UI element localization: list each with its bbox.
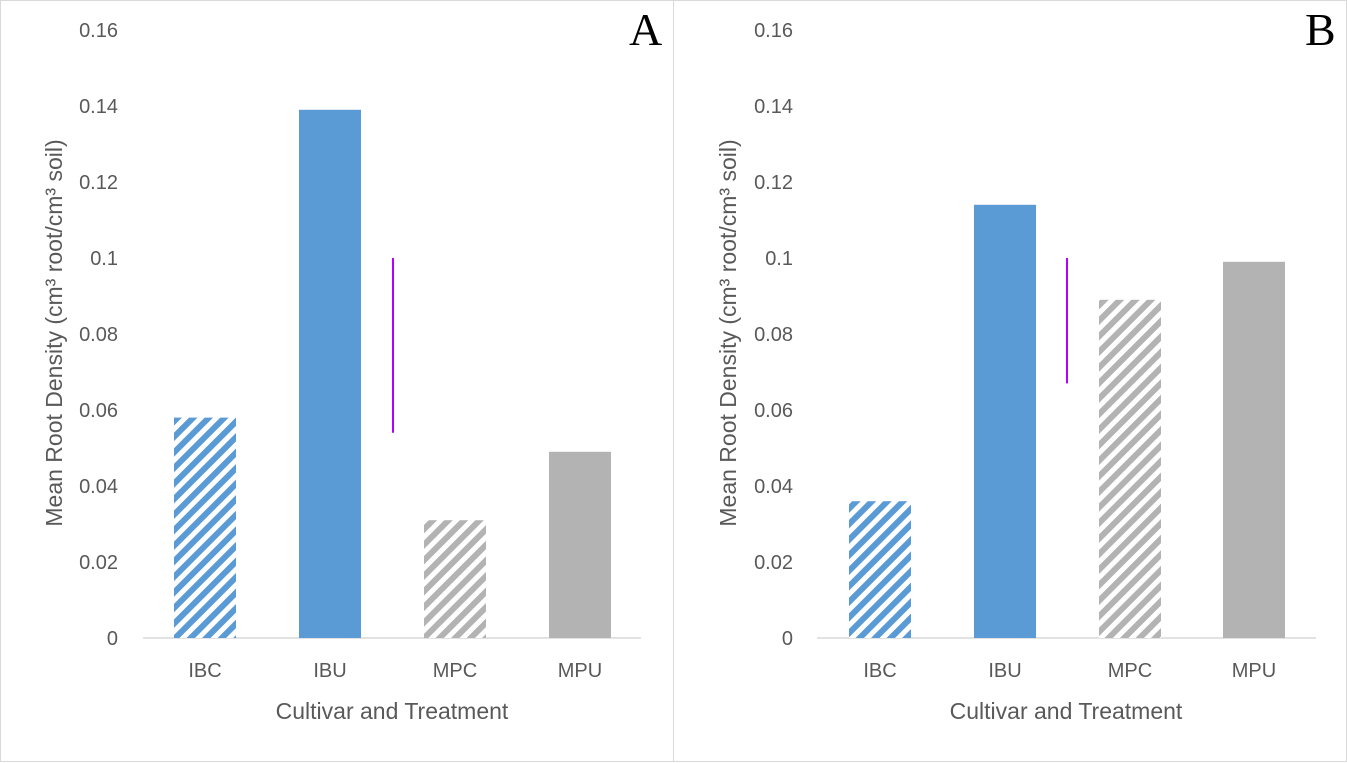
panel-a-y-tick-label: 0.08 [79, 324, 118, 346]
panel-a-x-tick-label: MPU [558, 660, 602, 682]
panel-b-y-tick-label: 0.1 [765, 248, 793, 270]
panel-b-bar-ibu [974, 204, 1036, 639]
panel-b-x-tick-label: IBC [863, 660, 896, 682]
panel-a-plot: 0 0.02 0.04 0.06 0.08 0.1 0.12 0.14 0.16 IBC IBU MP… [79, 20, 641, 682]
panel-a-y-tick-label: 0 [107, 628, 118, 650]
panel-a-bar-mpc [424, 520, 486, 638]
panel-a-x-tick-label: IBU [313, 660, 346, 682]
panel-a-y-tick-label: 0.16 [79, 20, 118, 42]
panel-b-bar-mpc [1099, 299, 1161, 638]
panel-b-y-tick-label: 0.08 [754, 324, 793, 346]
panel-b-y-tick-label: 0.04 [754, 476, 793, 498]
panel-a-y-tick-label: 0.1 [90, 248, 118, 270]
panel-b-bar-ibc [849, 501, 911, 638]
panel-b-bar-mpu [1223, 261, 1285, 638]
panel-b-y-tick-label: 0.16 [754, 20, 793, 42]
panel-b-x-tick-label: IBU [988, 660, 1021, 682]
panel-b-y-tick-label: 0.12 [754, 172, 793, 194]
panel-b-letter: B [1305, 4, 1336, 55]
panel-a-x-tick-label: MPC [433, 660, 477, 682]
panel-a-y-tick-label: 0.04 [79, 476, 118, 498]
panel-a-y-tick-label: 0.06 [79, 400, 118, 422]
panel-a-bar-mpu [549, 451, 611, 638]
panel-a-y-tick-label: 0.02 [79, 552, 118, 574]
panel-a-bar-ibu [299, 109, 361, 639]
panel-b-x-tick-label: MPU [1232, 660, 1276, 682]
panel-a-x-tick-label: IBC [188, 660, 221, 682]
panel-b-x-tick-label: MPC [1108, 660, 1152, 682]
panel-a-y-tick-label: 0.12 [79, 172, 118, 194]
panel-a-bar-ibc [174, 417, 236, 638]
panel-b-y-tick-label: 0.14 [754, 96, 793, 118]
panel-b-y-axis-title: Mean Root Density (cm³ root/cm³ soil) [715, 139, 741, 526]
panel-a-letter: A [629, 4, 662, 55]
panel-b-y-tick-label: 0.02 [754, 552, 793, 574]
panel-a-y-axis-title: Mean Root Density (cm³ root/cm³ soil) [41, 139, 67, 526]
panel-a-x-axis-title: Cultivar and Treatment [276, 698, 509, 724]
panel-b-plot: 0 0.02 0.04 0.06 0.08 0.1 0.12 0.14 0.16 IBC IBU MP… [754, 20, 1316, 682]
panel-b-x-axis-title: Cultivar and Treatment [950, 698, 1183, 724]
panel-b-y-tick-label: 0 [782, 628, 793, 650]
panel-b-y-tick-label: 0.06 [754, 400, 793, 422]
panel-a-y-tick-label: 0.14 [79, 96, 118, 118]
